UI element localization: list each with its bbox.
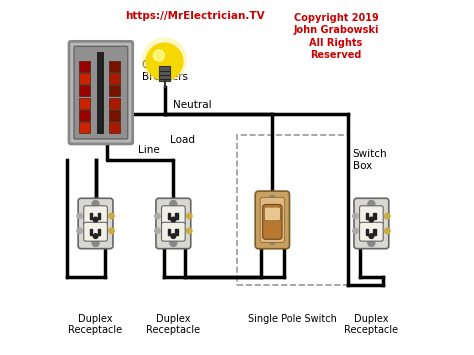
FancyBboxPatch shape	[162, 206, 185, 225]
Text: Duplex
Receptacle: Duplex Receptacle	[69, 313, 123, 335]
Bar	[90, 229, 92, 235]
Circle shape	[92, 201, 99, 208]
FancyBboxPatch shape	[359, 222, 383, 241]
Circle shape	[153, 50, 164, 61]
Circle shape	[187, 213, 192, 219]
Bar	[79, 110, 90, 121]
Circle shape	[143, 38, 186, 82]
Circle shape	[109, 228, 114, 234]
Circle shape	[369, 217, 374, 222]
Circle shape	[77, 228, 82, 234]
Circle shape	[269, 196, 275, 202]
FancyBboxPatch shape	[156, 198, 191, 248]
Circle shape	[369, 234, 374, 239]
Circle shape	[170, 201, 177, 208]
Bar	[109, 73, 119, 84]
FancyBboxPatch shape	[69, 42, 133, 144]
Text: Neutral: Neutral	[173, 100, 212, 110]
Circle shape	[368, 201, 375, 208]
FancyBboxPatch shape	[354, 198, 389, 248]
Circle shape	[269, 238, 275, 245]
Bar	[79, 73, 90, 84]
Bar	[109, 98, 119, 109]
Bar	[109, 61, 119, 72]
Bar	[159, 66, 170, 81]
FancyBboxPatch shape	[78, 198, 113, 248]
Circle shape	[353, 228, 358, 234]
Text: Single Pole Switch: Single Pole Switch	[248, 313, 337, 324]
FancyBboxPatch shape	[162, 222, 185, 241]
Bar	[374, 213, 376, 219]
Bar	[366, 229, 368, 235]
Circle shape	[155, 213, 160, 219]
FancyBboxPatch shape	[263, 204, 282, 239]
Text: Copyright 2019
John Grabowski
All Rights
Reserved: Copyright 2019 John Grabowski All Rights…	[293, 13, 379, 60]
Circle shape	[109, 213, 114, 219]
Circle shape	[93, 217, 98, 222]
Circle shape	[384, 228, 390, 234]
Bar	[109, 86, 119, 96]
Circle shape	[171, 234, 176, 239]
Circle shape	[155, 228, 160, 234]
FancyBboxPatch shape	[74, 46, 128, 139]
Bar	[98, 229, 100, 235]
Bar	[175, 229, 178, 235]
Bar	[168, 213, 170, 219]
Bar	[79, 61, 90, 72]
Text: Duplex
Receptacle: Duplex Receptacle	[344, 313, 399, 335]
Bar	[366, 213, 368, 219]
Bar	[79, 98, 90, 109]
Circle shape	[384, 213, 390, 219]
Text: https://MrElectrician.TV: https://MrElectrician.TV	[125, 11, 264, 21]
FancyBboxPatch shape	[84, 222, 108, 241]
FancyBboxPatch shape	[264, 207, 280, 221]
Bar	[90, 213, 92, 219]
Circle shape	[170, 239, 177, 246]
Text: Switch
Box: Switch Box	[353, 149, 387, 171]
Bar	[109, 110, 119, 121]
Bar	[97, 51, 104, 133]
Circle shape	[146, 43, 183, 80]
Bar	[175, 213, 178, 219]
FancyBboxPatch shape	[255, 191, 290, 249]
Circle shape	[92, 239, 99, 246]
FancyBboxPatch shape	[260, 197, 284, 242]
Bar	[79, 122, 90, 133]
Bar	[109, 122, 119, 133]
FancyBboxPatch shape	[359, 206, 383, 225]
Text: Line: Line	[138, 144, 159, 154]
Circle shape	[93, 234, 98, 239]
Circle shape	[171, 217, 176, 222]
Text: Duplex
Receptacle: Duplex Receptacle	[146, 313, 201, 335]
Circle shape	[187, 228, 192, 234]
Bar	[98, 213, 100, 219]
Circle shape	[77, 213, 82, 219]
Bar	[168, 229, 170, 235]
Text: Load: Load	[170, 135, 195, 145]
Bar	[79, 86, 90, 96]
Text: Circuit
Breakers: Circuit Breakers	[142, 60, 188, 82]
Circle shape	[353, 213, 358, 219]
FancyBboxPatch shape	[84, 206, 108, 225]
Bar	[374, 229, 376, 235]
Circle shape	[368, 239, 375, 246]
